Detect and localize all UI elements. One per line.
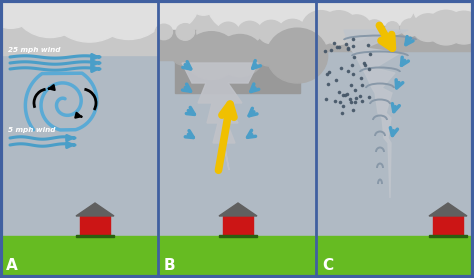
Bar (0, 0, 158, 55)
Ellipse shape (155, 24, 173, 40)
Ellipse shape (461, 0, 474, 14)
Ellipse shape (446, 11, 474, 44)
Ellipse shape (12, 0, 88, 38)
Text: B: B (164, 259, 176, 274)
Bar (316, 0, 474, 42)
Ellipse shape (238, 21, 262, 43)
Bar (429, 235, 467, 237)
Ellipse shape (46, 0, 132, 42)
Bar (0, 0, 158, 236)
Ellipse shape (412, 0, 474, 32)
Ellipse shape (343, 15, 371, 40)
Bar (0, 236, 158, 278)
Bar (316, 236, 474, 278)
Ellipse shape (207, 0, 271, 32)
Text: C: C (322, 259, 333, 274)
Ellipse shape (141, 0, 194, 27)
Ellipse shape (366, 20, 383, 35)
Text: 25 mph wind: 25 mph wind (8, 47, 61, 53)
Bar (76, 235, 114, 237)
Ellipse shape (0, 0, 38, 28)
Ellipse shape (218, 22, 239, 42)
Ellipse shape (427, 10, 465, 45)
Ellipse shape (401, 19, 420, 36)
Ellipse shape (301, 0, 347, 24)
Bar (158, 0, 316, 236)
Ellipse shape (320, 11, 357, 44)
Ellipse shape (137, 0, 199, 31)
Ellipse shape (354, 0, 415, 31)
Ellipse shape (299, 18, 329, 46)
Bar (223, 216, 253, 236)
Bar (158, 30, 316, 60)
Ellipse shape (89, 0, 169, 39)
Polygon shape (76, 203, 114, 216)
Polygon shape (344, 30, 408, 198)
Ellipse shape (258, 20, 284, 44)
Text: 5 mph wind: 5 mph wind (8, 127, 55, 133)
Ellipse shape (197, 23, 217, 41)
Ellipse shape (257, 45, 280, 66)
Bar (433, 216, 463, 236)
Ellipse shape (190, 0, 217, 15)
Ellipse shape (386, 22, 399, 34)
Polygon shape (219, 203, 257, 216)
Ellipse shape (185, 32, 238, 80)
Ellipse shape (413, 14, 444, 41)
Ellipse shape (403, 0, 425, 13)
Ellipse shape (217, 34, 264, 77)
Ellipse shape (338, 0, 370, 17)
Bar (158, 236, 316, 278)
Bar (219, 235, 257, 237)
Bar (80, 216, 110, 236)
Bar (158, 0, 316, 50)
Text: A: A (6, 259, 18, 274)
Bar (316, 0, 474, 236)
Polygon shape (182, 63, 258, 170)
Ellipse shape (173, 46, 193, 65)
Ellipse shape (302, 11, 340, 44)
Ellipse shape (176, 24, 194, 40)
Bar (175, 53, 300, 93)
Ellipse shape (279, 19, 307, 44)
Ellipse shape (296, 0, 326, 17)
Bar (316, 26, 474, 51)
Ellipse shape (267, 28, 328, 83)
Polygon shape (429, 203, 467, 216)
Ellipse shape (239, 0, 310, 35)
